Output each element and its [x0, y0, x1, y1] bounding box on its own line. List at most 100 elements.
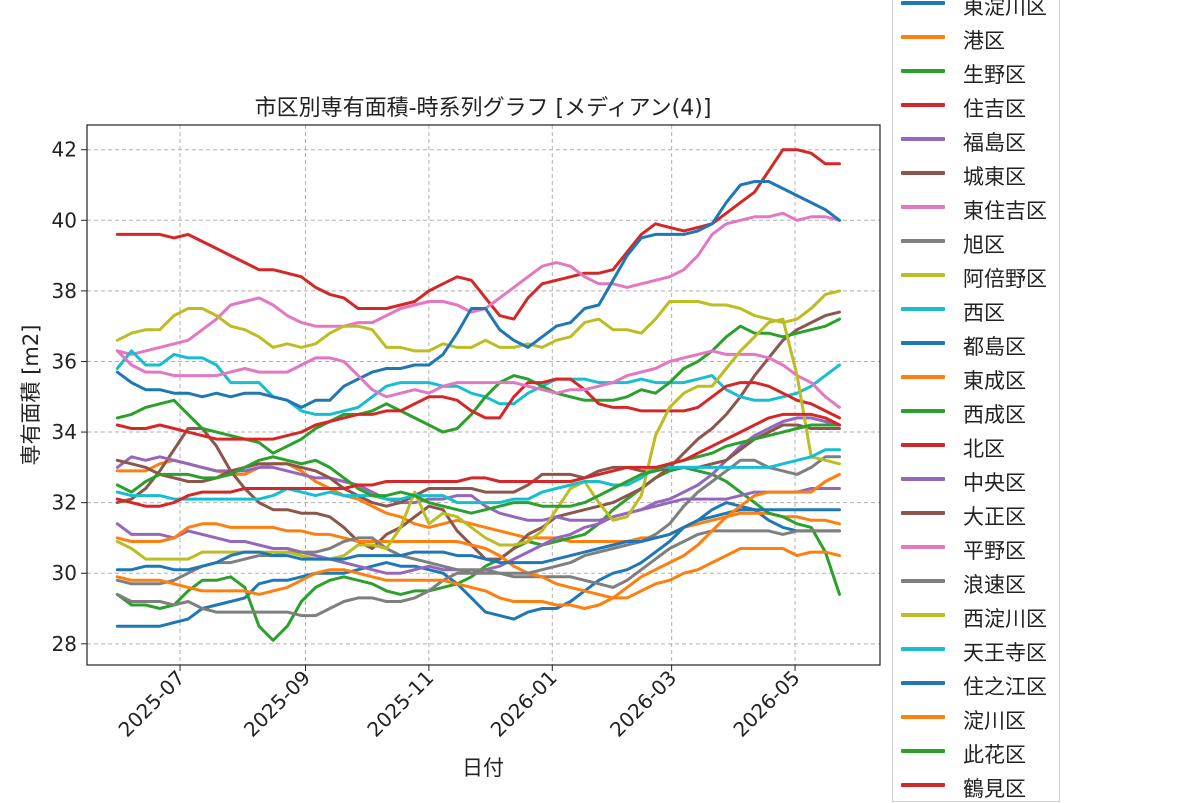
legend-item: 此花区	[893, 734, 1061, 768]
legend-label: 旭区	[963, 233, 1005, 257]
series-line-13	[115, 377, 841, 441]
legend: 東淀川区港区生野区住吉区福島区城東区東住吉区旭区阿倍野区西区 都島区東成区西成区北…	[892, 0, 1060, 802]
legend-item: 西淀川区	[893, 598, 1061, 632]
series-line-7	[115, 529, 841, 618]
y-tick-label: 32	[52, 491, 77, 515]
plot-frame	[86, 124, 881, 666]
legend-item: 西成区	[893, 394, 1061, 428]
legend-item: 東住吉区	[893, 190, 1061, 224]
series-line-22	[115, 423, 841, 515]
line-chart: 市区別専有面積-時系列グラフ [メディアン(4)] 28 30 32 34 36 38 40…	[19, 96, 881, 780]
legend-swatch	[901, 647, 945, 651]
legend-swatch	[901, 239, 945, 243]
legend-item: 西区	[893, 292, 1061, 326]
legend-swatch	[901, 579, 945, 583]
legend-swatch	[901, 273, 945, 277]
legend-swatch	[901, 409, 945, 413]
x-tick-label: 2026-01	[486, 666, 562, 742]
legend-item: 東成区	[893, 360, 1061, 394]
legend-label: 港区	[963, 29, 1005, 53]
legend-label: 浪速区	[963, 573, 1026, 597]
series-line-0	[115, 501, 841, 628]
series-line-4	[115, 487, 841, 575]
legend-swatch	[901, 715, 945, 719]
legend-label: 鶴見区	[963, 777, 1026, 801]
legend-label: 西区	[963, 301, 1005, 325]
legend-label: 天王寺区	[963, 641, 1047, 665]
series-line-5	[115, 310, 841, 561]
series-line-21	[115, 472, 841, 610]
legend-swatch	[901, 171, 945, 175]
legend-item: 北区	[893, 428, 1061, 462]
legend-swatch	[901, 545, 945, 549]
y-tick-label: 38	[52, 279, 77, 303]
legend-label: 生野区	[963, 63, 1026, 87]
legend-label: 東住吉区	[963, 199, 1047, 223]
legend-swatch	[901, 69, 945, 73]
legend-label: 阿倍野区	[963, 267, 1047, 291]
legend-swatch	[901, 205, 945, 209]
legend-label: 大正区	[963, 505, 1026, 529]
legend-swatch	[901, 103, 945, 107]
legend-swatch	[901, 749, 945, 753]
series-line-18	[115, 317, 841, 561]
legend-item: 住吉区	[893, 88, 1061, 122]
legend-swatch	[901, 613, 945, 617]
legend-swatch	[901, 137, 945, 141]
legend-item: 港区	[893, 20, 1061, 54]
legend-label: 西淀川区	[963, 607, 1047, 631]
legend-swatch	[901, 375, 945, 379]
legend-label: 西成区	[963, 403, 1026, 427]
series-line-10	[115, 180, 841, 409]
x-tick-label: 2026-03	[605, 666, 681, 742]
legend-item: 淀川区	[893, 700, 1061, 734]
series-line-8	[115, 289, 841, 353]
legend-item: 中央区	[893, 462, 1061, 496]
legend-item: 都島区	[893, 326, 1061, 360]
y-tick-label: 36	[52, 349, 77, 373]
legend-label: 此花区	[963, 743, 1026, 767]
legend-item: 浪速区	[893, 564, 1061, 598]
legend-label: 東淀川区	[963, 0, 1047, 19]
series-line-23	[115, 412, 841, 508]
legend-label: 平野区	[963, 539, 1026, 563]
series-line-19	[115, 448, 841, 505]
legend-label: 城東区	[963, 165, 1026, 189]
legend-swatch	[901, 511, 945, 515]
legend-swatch	[901, 783, 945, 787]
x-axis-label: 日付	[462, 756, 504, 780]
legend-item: 阿倍野区	[893, 258, 1061, 292]
chart-title: 市区別専有面積-時系列グラフ [メディアン(4)]	[255, 96, 712, 121]
y-tick-label: 34	[52, 420, 77, 444]
series-line-9	[115, 349, 841, 416]
series-line-6	[115, 211, 841, 356]
y-tick-label: 40	[52, 208, 77, 232]
legend-label: 中央区	[963, 471, 1026, 495]
legend-item: 城東区	[893, 156, 1061, 190]
y-tick-label: 28	[52, 632, 77, 656]
series-line-11	[115, 522, 841, 600]
legend-label: 住吉区	[963, 97, 1026, 121]
legend-label: 住之江区	[963, 675, 1047, 699]
legend-label: 福島区	[963, 131, 1026, 155]
x-tick-label: 2025-09	[239, 666, 315, 742]
legend-swatch	[901, 341, 945, 345]
legend-item: 大正区	[893, 496, 1061, 530]
series-line-15	[115, 423, 841, 508]
legend-swatch	[901, 477, 945, 481]
legend-item: 福島区	[893, 122, 1061, 156]
y-tick-label: 42	[52, 138, 77, 162]
legend-item: 東淀川区	[893, 0, 1061, 20]
legend-swatch	[901, 35, 945, 39]
series-line-20	[115, 508, 841, 572]
legend-label: 淀川区	[963, 709, 1026, 733]
legend-label: 東成区	[963, 369, 1026, 393]
legend-swatch	[901, 681, 945, 685]
grid-lines	[87, 125, 880, 665]
x-tick-label: 2025-07	[114, 666, 190, 742]
legend-swatch	[901, 307, 945, 311]
legend-swatch	[901, 443, 945, 447]
series-line-12	[115, 317, 841, 455]
series-line-17	[115, 455, 841, 586]
legend-item: 生野区	[893, 54, 1061, 88]
